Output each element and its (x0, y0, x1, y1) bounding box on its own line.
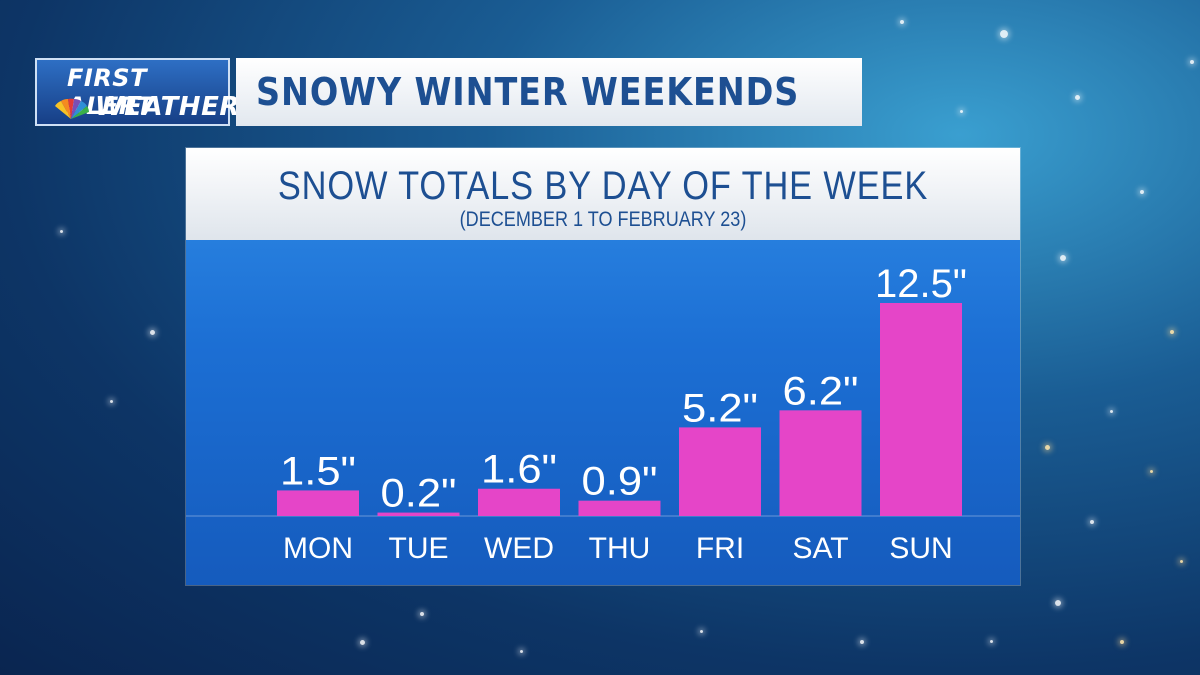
chart-panel: SNOW TOTALS BY DAY OF THE WEEK (DECEMBER… (186, 148, 1020, 585)
bar-mon (277, 490, 359, 516)
category-label-fri: FRI (696, 532, 744, 565)
bar-sat (779, 410, 862, 516)
bar-fri (679, 427, 761, 516)
value-label-mon: 1.5" (280, 449, 356, 493)
value-label-fri: 5.2" (682, 386, 758, 430)
value-label-sun: 12.5" (875, 262, 967, 306)
chart-subtitle: (DECEMBER 1 TO FEBRUARY 23) (459, 208, 747, 231)
bar-wed (478, 488, 560, 516)
category-label-sun: SUN (889, 532, 952, 565)
value-label-tue: 0.2" (381, 472, 457, 516)
category-label-tue: TUE (389, 532, 449, 565)
logo-line-2: WEATHER (95, 92, 240, 122)
first-alert-weather-logo: FIRST ALERT WEATHER (35, 58, 239, 126)
chart-header: SNOW TOTALS BY DAY OF THE WEEK (DECEMBER… (186, 148, 1020, 240)
bar-thu (578, 500, 661, 516)
headline: SNOWY WINTER WEEKENDS (256, 70, 800, 114)
peacock-icon (55, 98, 89, 119)
category-label-thu: THU (589, 532, 651, 565)
value-label-thu: 0.9" (582, 460, 658, 504)
bar-tue (377, 512, 460, 516)
value-label-sat: 6.2" (783, 369, 859, 413)
bar-chart: 1.5" MON 0.2" TUE 1.6" WED 0.9" THU 5.2" FRI 6.2" S… (186, 262, 1020, 565)
chart-title: SNOW TOTALS BY DAY OF THE WEEK (277, 164, 929, 208)
category-label-wed: WED (484, 532, 554, 565)
category-label-sat: SAT (792, 532, 848, 565)
logo-line-1: FIRST ALERT (67, 64, 154, 120)
value-label-wed: 1.6" (481, 448, 557, 492)
headline-banner: SNOWY WINTER WEEKENDS (236, 58, 862, 126)
bar-sun (880, 303, 962, 516)
category-label-mon: MON (283, 532, 353, 565)
